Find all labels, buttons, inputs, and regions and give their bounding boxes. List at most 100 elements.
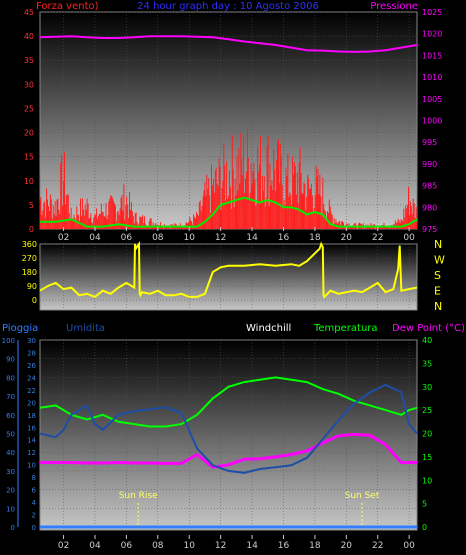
- direction-tick-label: 90: [27, 282, 37, 291]
- rain-tick-label: 70: [6, 393, 15, 401]
- temp-tick-label: 40: [422, 336, 432, 345]
- x-tick-label: 12: [215, 233, 226, 243]
- left-tick-label: 5: [29, 201, 34, 210]
- x-tick-label: 20: [341, 541, 353, 551]
- humidity-tick-label: 22: [27, 387, 36, 395]
- right-tick-label: 975: [422, 225, 437, 234]
- right-tick-label: 1000: [422, 117, 442, 126]
- temp-tick-label: 10: [422, 476, 432, 485]
- legend-label: Temperatura: [313, 323, 378, 334]
- x-tick-label: 04: [89, 541, 101, 551]
- x-tick-label: 08: [152, 233, 164, 243]
- legend-label: Dew Point (°C): [392, 323, 465, 334]
- temp-legend-labels: Pioggia Umidita Windchill Temperatura Dew Po…: [2, 323, 465, 334]
- left-tick-label: 35: [24, 56, 34, 65]
- left-tick-label: 20: [24, 129, 34, 138]
- x-tick-label: 14: [246, 233, 258, 243]
- wind-speed-bars: [39, 129, 418, 229]
- left-tick-label: 25: [24, 104, 34, 113]
- chart-title: 24 hour graph day : 10 Agosto 2006: [137, 1, 319, 12]
- humidity-tick-label: 14: [27, 437, 36, 445]
- compass-letter: N: [434, 300, 442, 313]
- pressure-axis-label: Pressione: [370, 1, 418, 12]
- humidity-line: [39, 383, 418, 474]
- rain-tick-label: 10: [6, 505, 15, 513]
- humidity-tick-label: 4: [32, 499, 37, 507]
- rain-left-ticks: 0 10 20 30 40 50 60 70 80 90 100: [2, 337, 19, 532]
- rain-tick-label: 90: [6, 356, 15, 364]
- wind-plot-background: [39, 11, 418, 230]
- right-tick-label: 980: [422, 203, 437, 212]
- x-tick-label: 10: [183, 541, 195, 551]
- humidity-tick-label: 26: [27, 362, 36, 370]
- x-tick-label: 14: [246, 541, 258, 551]
- humidity-tick-label: 20: [27, 399, 36, 407]
- legend-label: Windchill: [246, 323, 291, 334]
- humidity-tick-label: 8: [32, 474, 36, 482]
- rain-tick-label: 80: [6, 374, 15, 382]
- direction-left-ticks: 0 90 180 270 360: [22, 240, 37, 305]
- rain-tick-label: 50: [6, 431, 15, 439]
- left-tick-label: 30: [24, 80, 34, 89]
- x-tick-label: 22: [372, 233, 383, 243]
- direction-tick-label: 180: [22, 268, 37, 277]
- x-tick-label: 04: [89, 233, 101, 243]
- x-tick-label: 12: [215, 541, 226, 551]
- temp-tick-label: 0: [422, 523, 427, 532]
- right-tick-label: 990: [422, 160, 437, 169]
- pressure-line: [39, 35, 418, 53]
- x-tick-label: 06: [121, 541, 133, 551]
- temp-right-ticks: 0 5 10 15 20 25 30 35 40: [422, 336, 432, 532]
- x-tick-label: 18: [309, 233, 321, 243]
- humidity-tick-label: 24: [27, 374, 36, 382]
- sun-label: Sun Rise: [119, 491, 158, 501]
- sun-label: Sun Set: [345, 491, 380, 501]
- right-tick-label: 1025: [422, 8, 442, 17]
- x-tick-label: 10: [183, 233, 195, 243]
- right-tick-label: 985: [422, 182, 437, 191]
- direction-tick-label: 270: [22, 254, 37, 263]
- temp-tick-label: 30: [422, 383, 432, 392]
- wind-direction-line: [39, 240, 418, 299]
- x-tick-label: 02: [58, 233, 69, 243]
- humidity-tick-label: 16: [27, 424, 36, 432]
- compass-letter: N: [434, 238, 442, 251]
- left-tick-label: 0: [29, 225, 34, 234]
- rain-tick-label: 60: [6, 412, 15, 420]
- temp-tick-label: 25: [422, 406, 432, 415]
- legend-label: Pioggia: [2, 323, 38, 334]
- direction-gridlines: [40, 243, 417, 310]
- left-tick-label: 15: [24, 153, 34, 162]
- compass-letter: S: [434, 269, 441, 282]
- rain-tick-label: 40: [6, 449, 15, 457]
- compass-letter: W: [434, 254, 445, 267]
- humidity-tick-label: 30: [27, 337, 36, 345]
- direction-tick-label: 360: [22, 240, 37, 249]
- wind-left-ticks: 0 5 10 15 20 25 30 35 40 45: [24, 8, 34, 234]
- humidity-tick-label: 0: [32, 524, 36, 532]
- compass-letter: E: [434, 285, 441, 298]
- wind-average-line: [40, 196, 418, 228]
- humidity-tick-label: 10: [27, 462, 36, 470]
- x-tick-label: 00: [403, 541, 415, 551]
- rain-tick-label: 20: [6, 487, 15, 495]
- right-tick-label: 1020: [422, 30, 442, 39]
- rain-tick-label: 30: [6, 468, 15, 476]
- wind-axis-label: Forza vento): [36, 1, 99, 12]
- right-tick-label: 1005: [422, 95, 442, 104]
- left-tick-label: 40: [24, 32, 34, 41]
- x-tick-label: 02: [58, 541, 69, 551]
- rain-tick-label: 100: [2, 337, 15, 345]
- rain-tick-label: 0: [11, 524, 15, 532]
- humidity-tick-label: 28: [27, 350, 36, 358]
- humidity-tick-label: 18: [27, 412, 36, 420]
- right-tick-label: 995: [422, 138, 437, 147]
- x-tick-label: 16: [278, 541, 290, 551]
- temp-tick-label: 35: [422, 359, 432, 368]
- temp-tick-label: 20: [422, 430, 432, 439]
